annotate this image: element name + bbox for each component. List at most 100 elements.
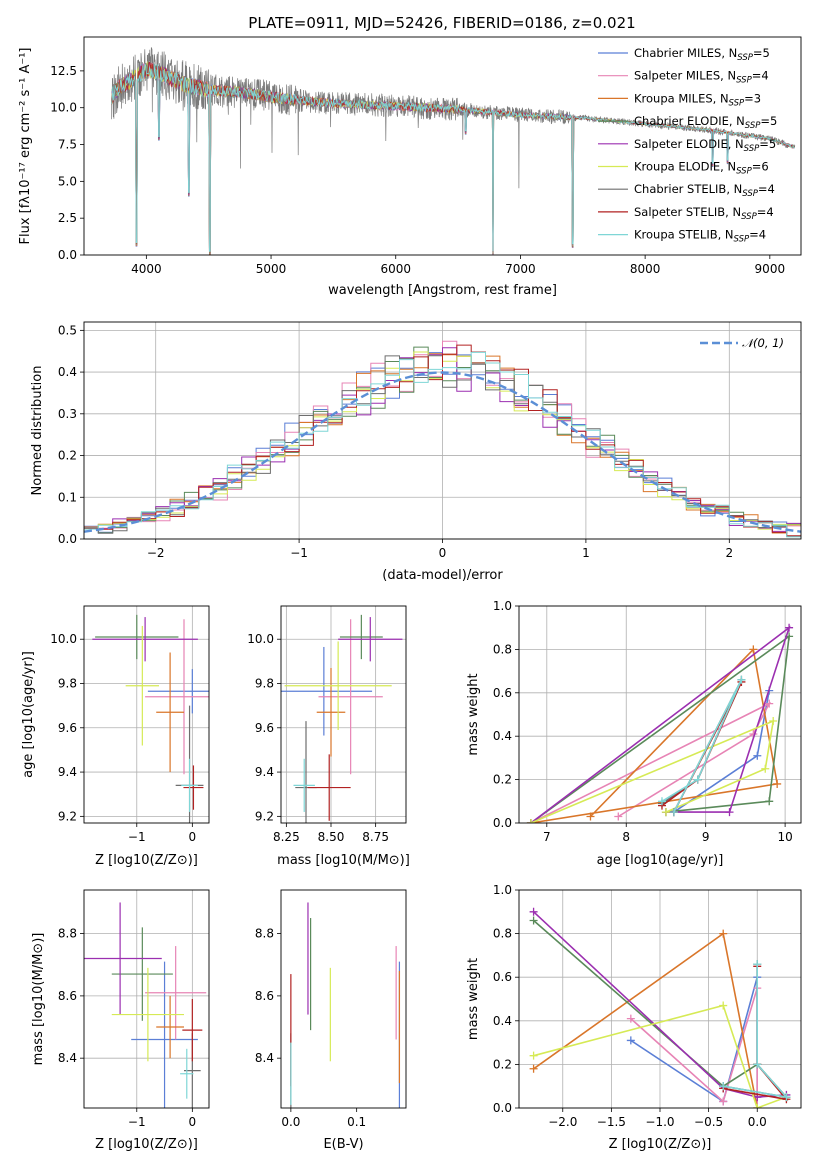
spectrum-data-line [111,47,796,255]
weight-marker [753,1104,762,1108]
y-tick-label: 0.8 [493,927,512,941]
legend-entry: Chabrier MILES, NSSP=5 [634,46,770,63]
y-tick-label: 10.0 [247,632,274,646]
y-tick-label: 7.5 [58,138,77,152]
weight-line [530,625,791,823]
weight-marker [725,808,734,817]
axes-frame [83,36,802,256]
legend-entry-subscript: SSP [734,235,750,245]
y-tick-label: 8.4 [58,1051,77,1065]
y-tick-label: 9.2 [58,809,77,823]
x-tick-label: 8 [622,830,630,844]
weight-marker [785,623,794,632]
y-tick-label: 0.0 [58,532,77,546]
y-axis-label: mass weight [466,673,481,755]
x-axis-label: (data-model)/error [382,568,503,583]
y-tick-label: 0.0 [493,1101,512,1115]
x-tick-label: 6000 [380,262,411,276]
legend-entry-value: =5 [753,46,770,60]
errorbar-plot [92,614,209,823]
weight-marker [753,1060,762,1069]
weight-marker [773,779,782,788]
y-tick-label: 2.5 [58,211,77,225]
x-tick-label: 0 [189,830,197,844]
x-axis-label: Z [log10(Z/Z⊙)] [609,1137,712,1152]
y-tick-label: 9.2 [255,809,274,823]
spectrum-plot [111,47,796,255]
weight-marker [749,645,758,654]
y-tick-label: 0.4 [58,365,77,379]
legend-entry-text: Salpeter STELIB, N [634,205,741,219]
legend-entry-subscript: SSP [741,212,757,222]
y-tick-label: 5.0 [58,174,77,188]
weight-line [530,701,772,823]
y-tick-label: 0.0 [493,816,512,830]
weight-line [530,719,775,823]
x-axis-label: Z [log10(Z/Z⊙)] [95,853,198,868]
y-tick-label: 0.6 [493,686,512,700]
y-tick-label: 0.5 [58,323,77,337]
x-axis-label: wavelength [Angstrom, rest frame] [328,283,557,298]
y-tick-label: 0.4 [493,1014,512,1028]
weight-line [533,1004,787,1108]
legend-entry-text: Chabrier STELIB, N [634,182,742,196]
weight-marker [526,819,535,823]
x-tick-label: 2 [725,546,733,560]
weight-marker [661,808,670,817]
weight-marker [765,797,774,806]
spectrum-model-line [111,63,795,252]
axes-frame [518,889,802,1109]
legend-entry: Kroupa STELIB, NSSP=4 [634,228,766,245]
legend-entry-value: =4 [758,182,775,196]
y-tick-label: 10.0 [50,101,77,115]
panel-weight-vs-age: 7 8 9 10 0.0 0.2 0.4 0.6 0.8 1.0 age [log10(age/yr… [466,599,802,868]
legend-entry: 𝒩(0, 1) [742,336,784,350]
y-tick-label: 1.0 [493,599,512,613]
y-tick-label: 0.6 [493,970,512,984]
x-tick-label: −1.5 [597,1115,626,1129]
y-tick-label: 10.0 [50,632,77,646]
weight-line [661,679,743,813]
legend-entry-subscript: SSP [745,121,761,131]
legend-entry: Salpeter ELODIE, NSSP=5 [634,137,776,154]
y-axis-label: mass weight [466,958,481,1040]
legend-entry-value: =6 [752,160,769,174]
x-tick-label: 9000 [755,262,786,276]
x-axis-label: E(B-V) [323,1137,363,1152]
legend-entry-text: Chabrier MILES, N [634,46,737,60]
legend-entry-value: =3 [744,91,761,105]
axes-frame [280,889,407,1109]
x-tick-label: 4000 [131,262,162,276]
histogram-plot [84,340,801,538]
panel-residuals: −2 −1 0 1 2 0.0 0.1 0.2 0.3 0.4 0.5 (data-model)/er… [30,321,802,583]
legend-entry-subscript: SSP [737,53,753,63]
y-tick-label: 8.6 [255,989,274,1003]
weight-plot [526,623,794,823]
x-tick-label: 10 [777,830,792,844]
panel-mass-vs-Z: −1 0 8.4 8.6 8.8 Z [log10(Z/Z⊙)] mass [log10(M… [31,889,210,1152]
weight-line [530,647,779,823]
x-tick-label: 8.25 [273,830,300,844]
weight-line [723,964,789,1099]
axes-frame [518,605,802,824]
y-tick-label: 9.4 [58,765,77,779]
weight-marker [765,699,774,708]
weight-marker [719,929,728,938]
panel-spectrum: 4000 5000 6000 7000 8000 9000 0.0 2.5 5.0 7.5 10.0… [18,14,802,298]
y-tick-label: 8.4 [255,1051,274,1065]
x-tick-label: −1 [290,546,308,560]
weight-marker [626,1014,635,1023]
x-axis-label: age [log10(age/yr)] [597,853,724,868]
y-tick-label: 9.8 [255,677,274,691]
y-tick-label: 12.5 [50,64,77,78]
y-axis-label: age [log10(age/yr)] [21,651,36,778]
y-tick-label: 0.2 [493,1057,512,1071]
weight-marker [719,1082,728,1091]
weight-marker [782,1093,791,1102]
y-tick-label: 8.6 [58,989,77,1003]
legend-entry: Kroupa MILES, NSSP=3 [634,91,761,108]
panel-mass-vs-EBV: 0.0 0.1 8.4 8.6 8.8 E(B-V) [255,889,407,1152]
weight-marker [753,960,762,969]
legend-entry: Salpeter STELIB, NSSP=4 [634,205,774,222]
